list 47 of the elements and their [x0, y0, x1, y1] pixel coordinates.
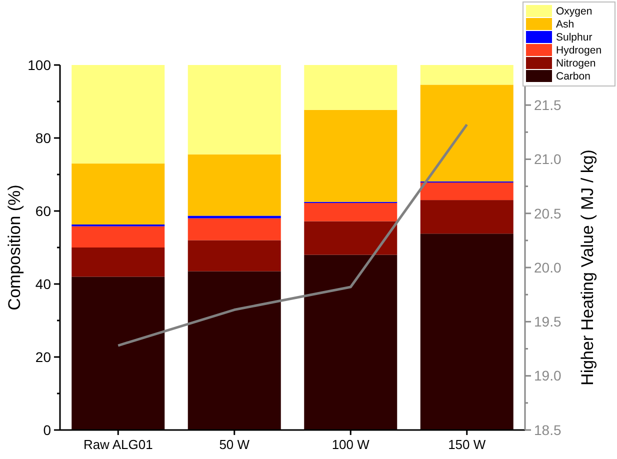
bar	[420, 200, 514, 234]
x-tick-label: 150 W	[448, 437, 486, 452]
legend-label: Nitrogen	[556, 58, 596, 70]
bar	[304, 221, 398, 255]
bar	[304, 254, 398, 430]
y-tick-label: 0	[43, 422, 52, 438]
bar	[72, 276, 165, 430]
y2-tick-label: 21.5	[534, 96, 562, 113]
y-tick-label: 100	[28, 56, 52, 73]
bar	[72, 226, 165, 248]
y-tick-label: 40	[35, 276, 52, 292]
y2-tick-label: 18.5	[534, 422, 562, 438]
legend-label: Carbon	[556, 70, 591, 83]
bar	[72, 164, 165, 225]
bar	[188, 218, 281, 240]
y2-tick-label: 19.5	[534, 314, 562, 330]
bar	[304, 65, 398, 110]
x-tick-label: Raw ALG01	[83, 437, 153, 452]
bar	[420, 84, 514, 182]
bar	[420, 182, 514, 200]
y-tick-label: 60	[35, 202, 52, 219]
line-series	[116, 123, 468, 347]
y2-tick-label: 20.0	[534, 259, 562, 276]
y-tick-label: 80	[35, 130, 52, 146]
bar	[188, 216, 281, 218]
bar	[188, 154, 281, 216]
bar	[188, 65, 281, 154]
x-tick-label: 100 W	[332, 437, 370, 452]
x-tick-label: 50 W	[219, 437, 250, 452]
legend-label: Hydrogen	[556, 44, 602, 57]
bar	[72, 65, 165, 164]
bar	[188, 240, 281, 272]
bar	[188, 271, 281, 430]
y2-tick-label: 20.5	[534, 205, 562, 222]
y-tick-label: 20	[35, 348, 52, 365]
y2-axis-title: Higher Heating Value ( MJ / kg)	[578, 150, 597, 386]
bar	[420, 234, 514, 430]
legend-label: Oxygen	[556, 6, 592, 18]
bar	[304, 110, 398, 202]
bar	[420, 65, 514, 85]
legend-label: Ash	[556, 18, 574, 31]
bar	[72, 248, 165, 277]
y2-tick-label: 19.0	[534, 368, 562, 384]
y2-tick-label: 21.0	[534, 151, 562, 168]
legend-label: Sulphur	[556, 32, 593, 44]
bar	[304, 202, 398, 222]
y-axis-title: Composition (%)	[5, 184, 24, 310]
